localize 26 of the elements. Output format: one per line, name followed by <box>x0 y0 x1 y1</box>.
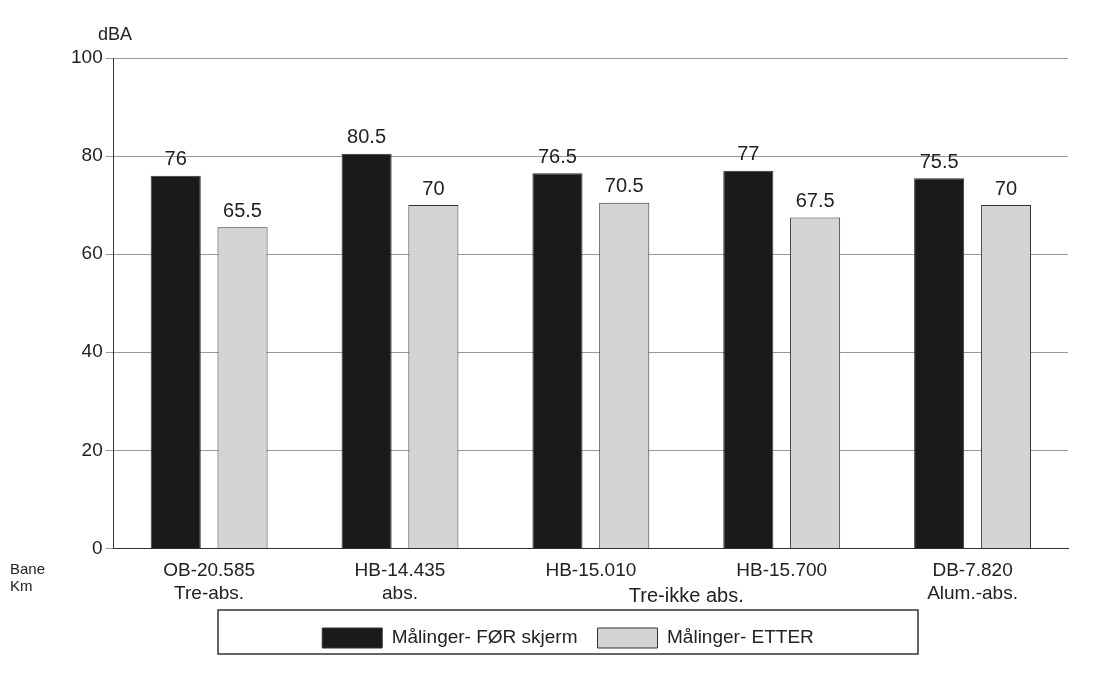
y-tick-label: 40 <box>81 340 103 362</box>
y-tick-label: 100 <box>71 46 103 68</box>
x-tick-label: HB-15.700 <box>736 559 828 581</box>
text: Bane Km <box>10 560 46 595</box>
y-tick-label: 20 <box>81 438 103 460</box>
data-label: 70.5 <box>604 174 644 197</box>
x-tick-label: HB-15.010 <box>545 559 637 581</box>
data-label: 76.5 <box>537 144 577 167</box>
data-label: 75.5 <box>919 149 959 172</box>
y-tick-label: 80 <box>81 144 103 166</box>
data-label: 67.5 <box>795 188 835 211</box>
data-label: 70 <box>994 176 1018 199</box>
y-axis-title: dBA <box>98 23 133 44</box>
x-tick-label: DB-7.820 Alum.-abs. <box>927 559 1018 603</box>
x-tick-label: OB-20.585 Tre-abs. <box>163 559 256 603</box>
text: Tre-ikke abs. <box>628 583 744 606</box>
data-label: 77 <box>737 142 760 165</box>
data-label: 76 <box>164 147 187 170</box>
x-tick-label: HB-14.435 abs. <box>354 559 446 603</box>
data-label: 80.5 <box>347 125 387 148</box>
data-label: 65.5 <box>223 198 262 221</box>
y-tick-label: 0 <box>92 536 103 558</box>
y-tick-label: 60 <box>81 242 103 264</box>
legend-label: Målinger- FØR skjerm <box>391 626 578 648</box>
data-label: 70 <box>422 176 445 199</box>
legend-label: Målinger- ETTER <box>667 626 814 648</box>
